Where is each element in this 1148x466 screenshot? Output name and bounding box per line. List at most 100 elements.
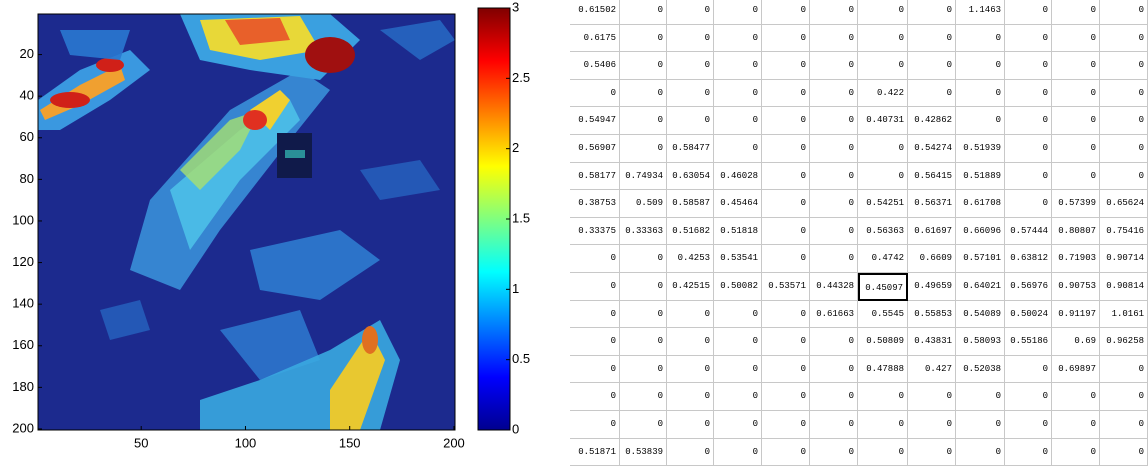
table-cell[interactable]: 0 (667, 52, 714, 80)
table-cell[interactable]: 0 (620, 107, 667, 135)
table-cell[interactable]: 0 (714, 438, 762, 466)
table-cell[interactable]: 0 (810, 0, 858, 25)
table-cell[interactable]: 0.64021 (956, 273, 1005, 301)
table-cell[interactable]: 0.58177 (570, 162, 620, 191)
table-cell[interactable]: 0 (1005, 355, 1052, 384)
table-cell[interactable]: 0 (810, 245, 858, 273)
table-cell[interactable]: 0.5406 (570, 52, 620, 80)
table-cell[interactable]: 0 (1052, 0, 1100, 25)
table-cell[interactable]: 0 (762, 79, 810, 108)
table-cell[interactable]: 0 (1005, 135, 1052, 163)
table-cell[interactable]: 0 (714, 355, 762, 384)
table-cell[interactable]: 0.90714 (1100, 245, 1148, 273)
table-cell[interactable]: 0.61502 (570, 0, 620, 25)
table-cell[interactable]: 0 (667, 107, 714, 135)
table-cell[interactable]: 0 (810, 162, 858, 191)
table-cell[interactable]: 0.51939 (956, 135, 1005, 163)
table-cell[interactable]: 0 (667, 438, 714, 466)
table-cell[interactable]: 0.45464 (714, 190, 762, 218)
table-cell[interactable]: 0 (1005, 383, 1052, 411)
table-cell[interactable]: 0 (762, 52, 810, 80)
table-cell[interactable]: 0 (810, 24, 858, 53)
table-cell[interactable]: 0 (620, 328, 667, 356)
table-cell[interactable]: 0.54274 (908, 135, 956, 163)
table-cell[interactable]: 0 (762, 0, 810, 25)
table-cell[interactable]: 0.65624 (1100, 190, 1148, 218)
table-cell[interactable]: 0 (762, 162, 810, 191)
table-cell[interactable]: 0 (908, 411, 956, 439)
table-cell[interactable]: 0 (956, 383, 1005, 411)
table-cell[interactable]: 0 (714, 300, 762, 329)
table-cell[interactable]: 0 (1100, 411, 1148, 439)
table-cell[interactable]: 0 (810, 438, 858, 466)
table-cell[interactable]: 0.90814 (1100, 273, 1148, 301)
table-cell[interactable]: 0.63054 (667, 162, 714, 191)
table-cell[interactable]: 0 (810, 190, 858, 218)
table-cell[interactable]: 0 (1052, 411, 1100, 439)
table-cell[interactable]: 0 (1100, 355, 1148, 384)
table-cell[interactable]: 0.5545 (858, 300, 908, 329)
table-cell[interactable]: 0.71903 (1052, 245, 1100, 273)
table-cell[interactable]: 0.75416 (1100, 217, 1148, 246)
table-cell[interactable]: 0 (667, 383, 714, 411)
table-cell[interactable]: 0 (1005, 0, 1052, 25)
table-cell[interactable]: 0 (1005, 52, 1052, 80)
table-cell[interactable]: 0.55853 (908, 300, 956, 329)
table-cell[interactable]: 0.57101 (956, 245, 1005, 273)
table-cell[interactable]: 0 (810, 107, 858, 135)
table-cell[interactable]: 0 (762, 411, 810, 439)
table-cell[interactable]: 0.53571 (762, 273, 810, 301)
table-cell[interactable]: 0 (620, 245, 667, 273)
table-cell[interactable]: 0.6175 (570, 24, 620, 53)
table-cell[interactable]: 0.69897 (1052, 355, 1100, 384)
table-cell[interactable]: 0.58587 (667, 190, 714, 218)
table-cell[interactable]: 0 (1052, 162, 1100, 191)
table-cell[interactable]: 0 (956, 107, 1005, 135)
table-cell[interactable]: 0 (667, 355, 714, 384)
table-cell[interactable]: 0 (858, 24, 908, 53)
table-cell[interactable]: 0.42515 (667, 273, 714, 301)
table-cell[interactable]: 0 (908, 52, 956, 80)
table-cell[interactable]: 0 (667, 79, 714, 108)
table-cell[interactable]: 0 (620, 411, 667, 439)
table-cell[interactable]: 0 (810, 355, 858, 384)
table-cell[interactable]: 0 (810, 135, 858, 163)
table-cell[interactable]: 0.49659 (908, 273, 956, 301)
table-cell[interactable]: 0.51871 (570, 438, 620, 466)
table-cell[interactable]: 0 (908, 79, 956, 108)
table-cell[interactable]: 0.56415 (908, 162, 956, 191)
table-cell[interactable]: 0.54947 (570, 107, 620, 135)
table-cell[interactable]: 0 (1100, 79, 1148, 108)
table-cell[interactable]: 0 (762, 190, 810, 218)
table-cell[interactable]: 0.50809 (858, 328, 908, 356)
table-cell[interactable]: 0.63812 (1005, 245, 1052, 273)
table-cell[interactable]: 0 (762, 383, 810, 411)
table-cell[interactable]: 0 (762, 217, 810, 246)
table-cell[interactable]: 0 (667, 24, 714, 53)
table-cell[interactable]: 0 (810, 52, 858, 80)
table-cell[interactable]: 0 (908, 24, 956, 53)
table-cell[interactable]: 0 (1005, 79, 1052, 108)
table-cell[interactable]: 0 (570, 79, 620, 108)
table-cell[interactable]: 0 (810, 328, 858, 356)
table-cell[interactable]: 0 (1052, 383, 1100, 411)
table-cell[interactable]: 0 (570, 300, 620, 329)
table-cell[interactable]: 0 (620, 135, 667, 163)
table-cell[interactable]: 0 (570, 411, 620, 439)
table-cell[interactable]: 0 (858, 383, 908, 411)
table-cell[interactable]: 0 (1100, 0, 1148, 25)
table-cell[interactable]: 0.66096 (956, 217, 1005, 246)
table-cell[interactable]: 0 (810, 383, 858, 411)
table-cell[interactable]: 0 (956, 24, 1005, 53)
table-cell[interactable]: 0 (810, 411, 858, 439)
table-cell[interactable]: 0 (956, 79, 1005, 108)
table-cell[interactable]: 0.4742 (858, 245, 908, 273)
table-cell[interactable]: 0.40731 (858, 107, 908, 135)
table-cell[interactable]: 0 (1005, 24, 1052, 53)
table-cell[interactable]: 0.422 (858, 79, 908, 108)
table-cell[interactable]: 0 (858, 162, 908, 191)
table-cell[interactable]: 0.61697 (908, 217, 956, 246)
table-cell[interactable]: 0.51682 (667, 217, 714, 246)
table-cell[interactable]: 0 (667, 0, 714, 25)
table-cell[interactable]: 0.96258 (1100, 328, 1148, 356)
